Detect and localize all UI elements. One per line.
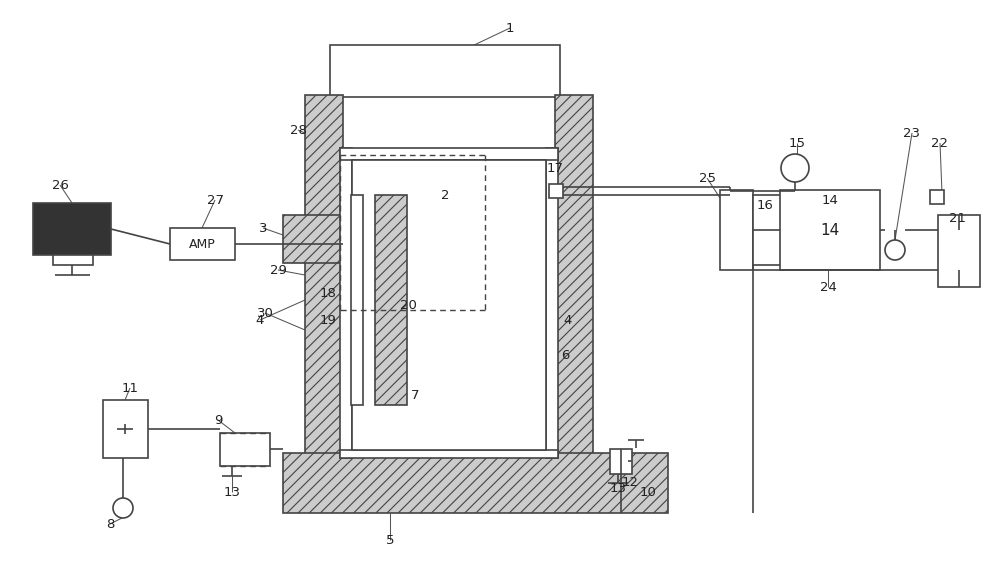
Text: 22: 22 xyxy=(932,136,948,149)
Bar xyxy=(283,453,668,513)
Bar xyxy=(753,195,781,265)
Bar xyxy=(555,95,593,485)
Text: 14: 14 xyxy=(820,223,840,237)
Text: 15: 15 xyxy=(788,136,806,149)
Text: 18: 18 xyxy=(320,287,336,300)
Text: 6: 6 xyxy=(561,348,569,361)
Text: 24: 24 xyxy=(820,280,836,293)
Bar xyxy=(103,400,148,458)
Bar xyxy=(340,148,558,160)
Text: 7: 7 xyxy=(411,389,419,402)
Circle shape xyxy=(781,154,809,182)
Text: 8: 8 xyxy=(106,517,114,531)
Bar xyxy=(220,433,270,466)
Bar xyxy=(938,215,980,287)
Text: 19: 19 xyxy=(320,314,336,327)
Bar xyxy=(490,215,555,263)
Bar xyxy=(351,195,363,405)
Text: 12: 12 xyxy=(622,476,639,489)
Text: 28: 28 xyxy=(290,123,306,136)
Text: 5: 5 xyxy=(386,534,394,546)
Text: 16: 16 xyxy=(757,199,773,211)
Text: 4: 4 xyxy=(256,314,264,327)
Text: 2: 2 xyxy=(441,188,449,201)
Bar xyxy=(283,215,348,263)
Text: 25: 25 xyxy=(698,172,716,185)
Text: 29: 29 xyxy=(270,264,286,277)
Text: 26: 26 xyxy=(52,178,68,191)
Bar xyxy=(930,190,944,204)
Bar xyxy=(340,148,352,458)
Bar xyxy=(610,449,632,474)
Circle shape xyxy=(113,498,133,518)
Bar xyxy=(33,203,111,255)
Bar xyxy=(340,450,558,458)
Text: 21: 21 xyxy=(950,211,966,224)
Bar xyxy=(720,190,753,270)
Bar xyxy=(170,228,235,260)
Text: 30: 30 xyxy=(257,306,273,320)
Bar xyxy=(53,255,93,265)
Bar xyxy=(305,95,343,485)
Text: 17: 17 xyxy=(546,162,564,174)
Bar xyxy=(780,190,880,270)
Bar xyxy=(375,195,407,405)
Text: 27: 27 xyxy=(207,194,224,206)
Text: 13: 13 xyxy=(224,485,240,499)
Text: 9: 9 xyxy=(214,413,222,426)
Text: 23: 23 xyxy=(904,126,920,140)
Text: 3: 3 xyxy=(259,222,267,234)
Text: 11: 11 xyxy=(122,381,138,394)
Text: 13: 13 xyxy=(610,481,626,494)
Text: 4: 4 xyxy=(564,314,572,327)
Text: 1: 1 xyxy=(506,21,514,34)
Text: 14: 14 xyxy=(822,194,838,206)
Text: AMP: AMP xyxy=(189,237,215,251)
Bar xyxy=(330,45,560,97)
Text: 20: 20 xyxy=(400,298,416,311)
Bar xyxy=(549,184,563,198)
Circle shape xyxy=(885,240,905,260)
Text: 10: 10 xyxy=(640,485,656,499)
Bar xyxy=(352,160,546,450)
Bar xyxy=(546,148,558,458)
